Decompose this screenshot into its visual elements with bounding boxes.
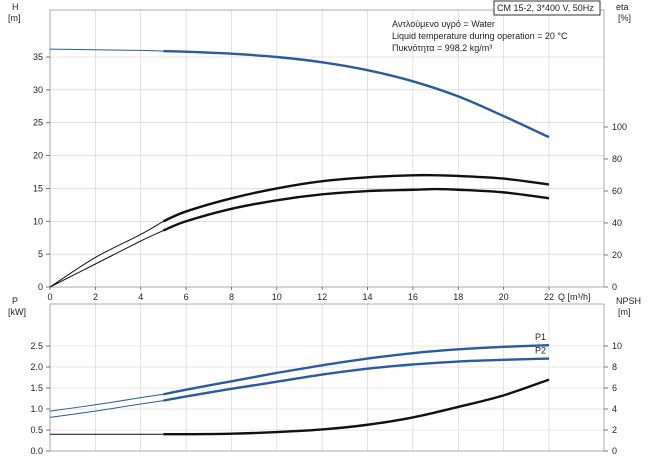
top-right-tick-label: 40 bbox=[612, 218, 622, 228]
top-left-tick-label: 25 bbox=[33, 118, 43, 128]
top-series-0-line-thin bbox=[49, 48, 164, 52]
top-left-tick-label: 5 bbox=[38, 249, 43, 259]
bottom-right-tick-label: 2 bbox=[612, 425, 617, 435]
bottom-right-tick-label: 4 bbox=[612, 404, 617, 414]
top-right-tick-label: 80 bbox=[612, 154, 622, 164]
top-left-tick-label: 20 bbox=[33, 151, 43, 161]
x-tick-label: 14 bbox=[363, 292, 373, 302]
top-right-tick-label: 0 bbox=[612, 282, 617, 292]
x-tick-label: 4 bbox=[138, 292, 143, 302]
bottom-left-tick-label: 0.0 bbox=[30, 446, 43, 456]
bottom-left-tick-label: 1.5 bbox=[30, 383, 43, 393]
series-label-p2: P2 bbox=[535, 346, 546, 356]
chart-header: CM 15-2, 3*400 V, 50Hz bbox=[497, 3, 594, 13]
p2-bottom-series-1-line-thin bbox=[49, 400, 164, 418]
bottom-right-axis-label: NPSH bbox=[616, 296, 641, 306]
x-tick-label: 22 bbox=[544, 292, 554, 302]
x-tick-label: 0 bbox=[47, 292, 52, 302]
x-axis-label: Q [m³/h] bbox=[558, 292, 591, 302]
bottom-left-tick-label: 2.5 bbox=[30, 341, 43, 351]
series-label-p1: P1 bbox=[535, 332, 546, 342]
top-right-tick-label: 20 bbox=[612, 250, 622, 260]
bottom-left-tick-label: 0.5 bbox=[30, 425, 43, 435]
top-left-tick-label: 0 bbox=[38, 282, 43, 292]
top-series-0-line bbox=[163, 49, 550, 139]
chart-note: Liquid temperature during operation = 20… bbox=[392, 31, 568, 41]
x-tick-label: 16 bbox=[408, 292, 418, 302]
bottom-series-2-line bbox=[163, 378, 550, 436]
top-left-tick-label: 35 bbox=[33, 52, 43, 62]
x-tick-label: 8 bbox=[229, 292, 234, 302]
top-plot-frame bbox=[49, 9, 605, 288]
top-series-2-line bbox=[162, 187, 550, 232]
top-right-axis-label: eta bbox=[616, 2, 629, 12]
top-right-axis-unit: [%] bbox=[618, 13, 631, 23]
bottom-plot-frame bbox=[49, 303, 605, 452]
bottom-right-tick-label: 0 bbox=[612, 446, 617, 456]
top-left-tick-label: 15 bbox=[33, 183, 43, 193]
x-tick-label: 12 bbox=[317, 292, 327, 302]
top-series-1-line bbox=[162, 173, 550, 223]
top-left-axis-label: H bbox=[12, 2, 19, 12]
top-left-axis-unit: [m] bbox=[8, 13, 21, 23]
bottom-right-tick-label: 6 bbox=[612, 383, 617, 393]
header-box bbox=[493, 0, 601, 16]
p1-bottom-series-0-line-thin bbox=[49, 393, 164, 412]
x-tick-label: 20 bbox=[499, 292, 509, 302]
top-right-tick-label: 100 bbox=[612, 122, 627, 132]
x-tick-label: 10 bbox=[272, 292, 282, 302]
bottom-left-axis-unit: [kW] bbox=[8, 307, 26, 317]
p1-bottom-series-0-line bbox=[163, 343, 550, 396]
x-tick-label: 6 bbox=[184, 292, 189, 302]
top-left-tick-label: 10 bbox=[33, 216, 43, 226]
top-right-tick-label: 60 bbox=[612, 186, 622, 196]
bottom-right-tick-label: 8 bbox=[612, 362, 617, 372]
bottom-left-tick-label: 2.0 bbox=[30, 362, 43, 372]
top-left-tick-label: 30 bbox=[33, 85, 43, 95]
chart-note: Αντλούμενο υγρό = Water bbox=[392, 19, 495, 29]
chart-note: Πυκνότητα = 998.2 kg/m³ bbox=[392, 43, 492, 53]
p2-bottom-series-1-line bbox=[163, 357, 550, 402]
x-tick-label: 2 bbox=[93, 292, 98, 302]
top-series-2-line-thin bbox=[49, 230, 164, 288]
top-series-1-line-thin bbox=[49, 220, 164, 288]
bottom-right-axis-unit: [m] bbox=[618, 307, 631, 317]
bottom-left-tick-label: 1.0 bbox=[30, 404, 43, 414]
bottom-left-axis-label: P bbox=[12, 296, 18, 306]
x-tick-label: 18 bbox=[453, 292, 463, 302]
bottom-right-tick-label: 10 bbox=[612, 341, 622, 351]
